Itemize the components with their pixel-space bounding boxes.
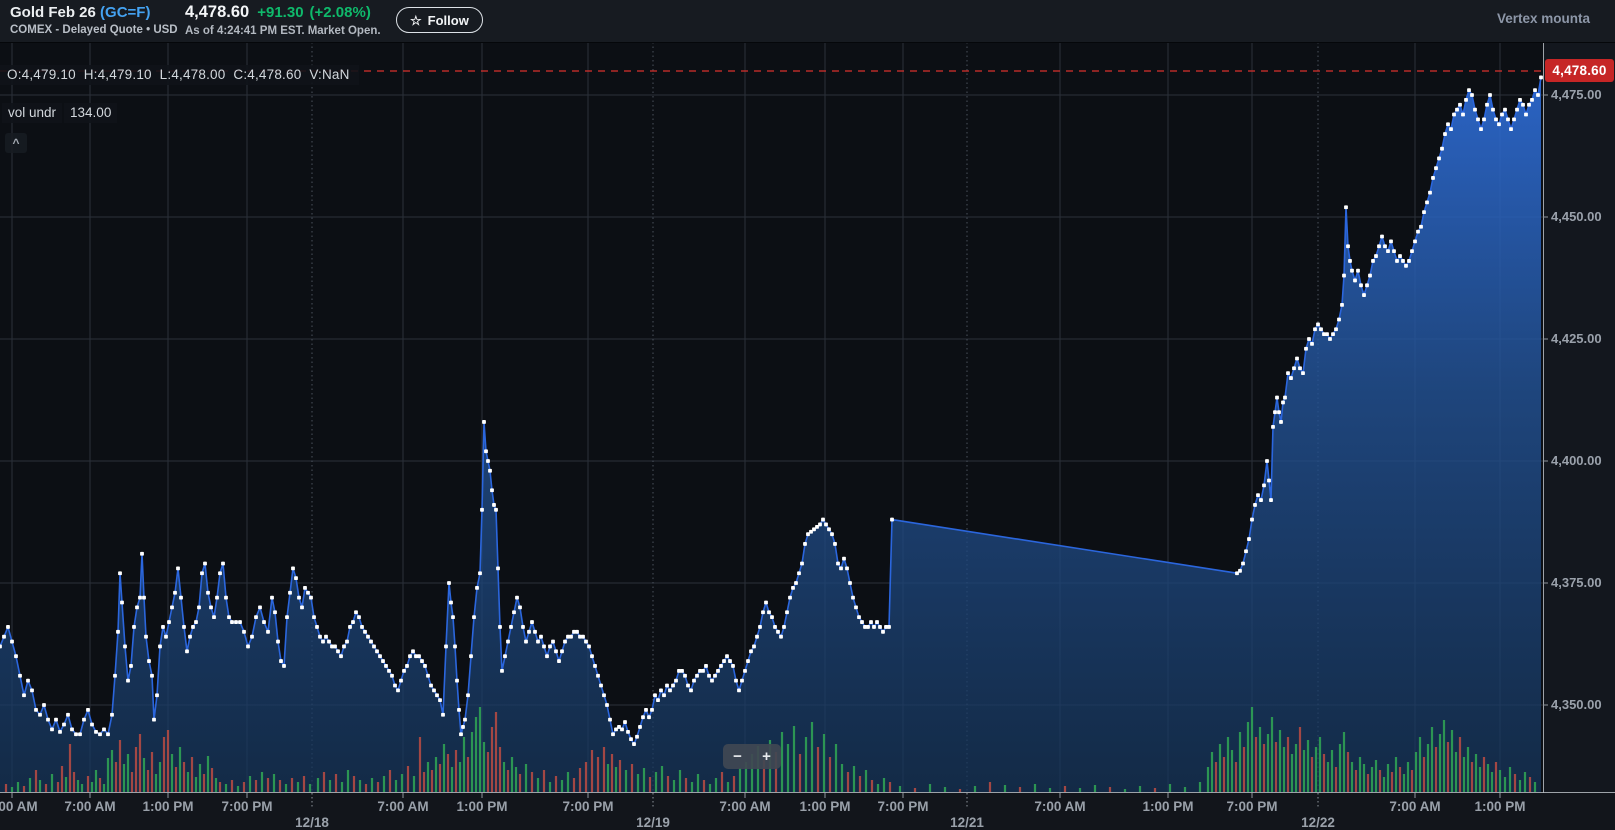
x-axis-pane bbox=[0, 793, 1615, 830]
quote-header: Gold Feb 26 (GC=F) COMEX - Delayed Quote… bbox=[0, 0, 1615, 43]
star-icon: ☆ bbox=[410, 12, 422, 28]
volume-indicator-label: vol undr bbox=[2, 103, 63, 123]
y-axis-label: 4,400.00 bbox=[1551, 453, 1602, 468]
time-tick-label: 7:00 AM bbox=[719, 799, 771, 814]
last-price: 4,478.60 bbox=[185, 3, 250, 21]
time-tick-label: 7:00 PM bbox=[1226, 799, 1278, 814]
follow-button[interactable]: ☆ Follow bbox=[396, 7, 483, 33]
current-price-badge: 4,478.60 bbox=[1545, 59, 1614, 82]
y-axis-label: 4,450.00 bbox=[1551, 209, 1602, 224]
time-tick-label: 1:00 PM bbox=[142, 799, 194, 814]
volume-indicator-readout: vol undr 134.00 bbox=[2, 103, 118, 123]
axis-ticks bbox=[11, 94, 1548, 809]
volume-indicator-value: 134.00 bbox=[64, 103, 118, 123]
ticker-symbol: (GC=F) bbox=[100, 4, 151, 21]
price-change-percent: (+2.08%) bbox=[309, 4, 371, 21]
follow-button-label: Follow bbox=[427, 12, 469, 28]
price-change: +91.30 bbox=[257, 4, 304, 21]
time-tick-label: 1:00 PM bbox=[1142, 799, 1194, 814]
y-axis-label: 4,425.00 bbox=[1551, 331, 1602, 346]
zoom-in-button[interactable]: + bbox=[762, 748, 771, 765]
time-tick-label: 7:00 AM bbox=[64, 799, 116, 814]
price-dots bbox=[0, 75, 1543, 746]
date-label: 12/19 bbox=[636, 815, 670, 830]
zoom-controls: − + bbox=[723, 744, 781, 769]
time-tick-label: 7:00 PM bbox=[221, 799, 273, 814]
time-tick-label: 7:00 AM bbox=[377, 799, 429, 814]
title-block: Gold Feb 26 (GC=F) COMEX - Delayed Quote… bbox=[10, 4, 178, 36]
as-of-status: As of 4:24:41 PM EST. Market Open. bbox=[185, 25, 381, 37]
y-axis-label: 4,475.00 bbox=[1551, 87, 1602, 102]
top-right-note: Vertex mounta bbox=[1497, 11, 1591, 26]
collapse-toggle[interactable]: ^ bbox=[5, 133, 27, 153]
instrument-name: Gold Feb 26 bbox=[10, 4, 96, 21]
date-label: 12/22 bbox=[1301, 815, 1335, 830]
zoom-out-button[interactable]: − bbox=[733, 748, 742, 765]
price-area-fill bbox=[0, 77, 1541, 792]
time-tick-label: 1:00 AM bbox=[0, 799, 38, 814]
chevron-up-icon: ^ bbox=[12, 136, 20, 150]
volume-bars bbox=[4, 707, 1537, 792]
ohlc-readout: O:4,479.10 H:4,479.10 L:4,478.00 C:4,478… bbox=[0, 65, 359, 85]
page-title: Gold Feb 26 (GC=F) bbox=[10, 4, 178, 21]
date-label: 12/21 bbox=[950, 815, 984, 830]
time-tick-label: 7:00 AM bbox=[1034, 799, 1086, 814]
time-tick-label: 7:00 AM bbox=[1389, 799, 1441, 814]
time-tick-label: 1:00 PM bbox=[1474, 799, 1526, 814]
y-axis-pane bbox=[1543, 42, 1615, 793]
time-tick-label: 1:00 PM bbox=[799, 799, 851, 814]
y-axis-label: 4,375.00 bbox=[1551, 575, 1602, 590]
time-tick-label: 7:00 PM bbox=[877, 799, 929, 814]
date-label: 12/18 bbox=[295, 815, 329, 830]
y-axis-label: 4,350.00 bbox=[1551, 697, 1602, 712]
exchange-line: COMEX - Delayed Quote • USD bbox=[10, 24, 178, 36]
time-tick-label: 1:00 PM bbox=[456, 799, 508, 814]
price-block: 4,478.60 +91.30 (+2.08%) As of 4:24:41 PM … bbox=[185, 3, 381, 37]
time-tick-label: 7:00 PM bbox=[562, 799, 614, 814]
